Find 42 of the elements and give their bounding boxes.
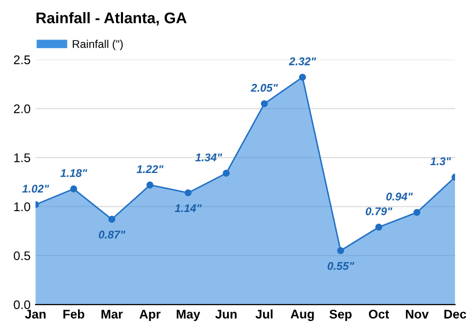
data-label: 1.02" — [22, 184, 50, 193]
y-tick-label: 1.5 — [14, 153, 30, 162]
x-tick-label: May — [176, 310, 200, 322]
point — [222, 170, 230, 177]
point — [299, 74, 306, 81]
x-tick-label: Jun — [215, 310, 237, 319]
data-label: 1.34" — [195, 153, 222, 162]
y-tick-label: 0.5 — [14, 251, 30, 260]
x-tick-label: Jul — [256, 309, 273, 319]
data-label: 0.55" — [328, 262, 354, 270]
data-label: 2.32" — [288, 57, 316, 66]
data-label: 1.14" — [174, 204, 202, 212]
x-tick-label: Nov — [406, 310, 429, 319]
data-label: 1.18" — [60, 169, 88, 177]
y-tick-label: 1.0 — [14, 202, 30, 212]
data-label: 1.22" — [136, 165, 164, 173]
point — [413, 208, 420, 216]
chart-title: Rainfall - Atlanta, GA — [36, 12, 187, 26]
x-tick-label: Aug — [290, 310, 314, 322]
data-label: 0.94" — [386, 192, 413, 201]
x-tick-label: Oct — [368, 310, 390, 319]
x-tick-label: Jan — [24, 310, 46, 319]
x-tick-label: Mar — [102, 310, 123, 319]
y-tick-label: 0.0 — [14, 300, 30, 310]
data-label: 0.87" — [98, 230, 126, 239]
y-tick-label: 2.0 — [14, 104, 30, 114]
point — [108, 216, 116, 223]
point — [70, 185, 78, 192]
x-tick-label: Feb — [63, 309, 84, 319]
point — [337, 247, 344, 254]
data-label: 2.05" — [250, 84, 278, 92]
x-tick-label: Apr — [140, 310, 161, 322]
x-tick-label: Sep — [330, 310, 352, 322]
point — [146, 182, 154, 188]
y-tick-label: 2.5 — [14, 55, 30, 64]
legend-label: Rainfall (") — [72, 40, 123, 50]
data-label: 1.3" — [430, 157, 451, 166]
data-label: 0.79" — [366, 207, 392, 216]
point — [184, 189, 192, 196]
point — [260, 100, 268, 108]
x-tick-label: Dec — [444, 310, 466, 319]
point — [375, 224, 382, 231]
